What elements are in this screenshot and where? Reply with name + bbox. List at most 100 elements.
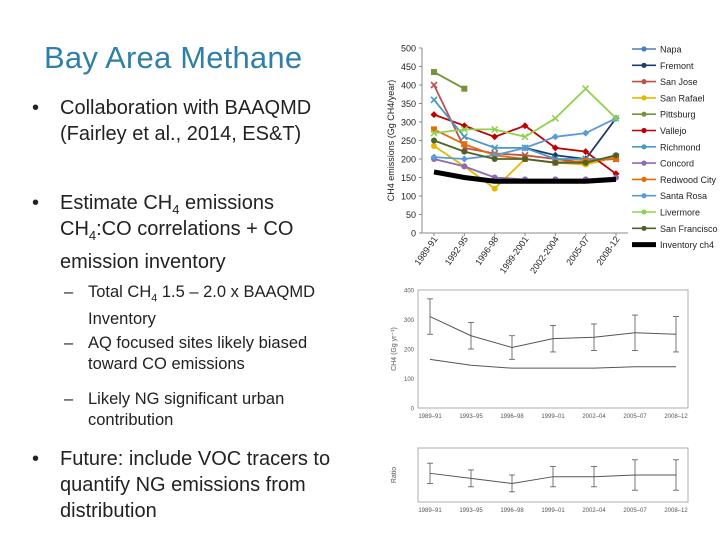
legend-marker	[641, 209, 647, 215]
data-point	[491, 185, 498, 192]
series-inventory-ch4	[433, 169, 617, 184]
x-tick-label: 1993–95	[459, 414, 483, 420]
legend-marker	[641, 62, 647, 68]
methane-emissions-line-chart: 0 50 100 150 200 250 300 350 400 450 500 CH4 emissi…	[386, 44, 718, 276]
x-tick-label: 1999–01	[541, 508, 565, 514]
x-tick-label: 1999-2001	[498, 234, 531, 275]
data-point	[551, 114, 559, 122]
data-point	[491, 133, 499, 141]
bullet-dot-icon: •	[32, 192, 40, 214]
chart-series	[430, 69, 620, 192]
x-tick-label: 2005-07	[564, 234, 591, 267]
series-pittsburg	[431, 69, 468, 92]
series-fremont	[521, 114, 620, 163]
legend-label: Concord	[660, 159, 694, 169]
data-point	[430, 96, 438, 104]
data-point	[552, 159, 559, 166]
x-tick-label: 2005–07	[623, 414, 647, 420]
ratio-chart: Ratio 1989–91 1993–95 1996–98 1999–01 2002–04…	[391, 447, 689, 514]
legend-marker	[641, 193, 647, 199]
legend-marker	[641, 225, 647, 231]
series-line	[433, 87, 617, 138]
series-0	[427, 298, 679, 360]
legend-marker	[641, 46, 647, 52]
data-point	[613, 156, 619, 162]
data-point	[461, 163, 468, 170]
x-tick-label: 1996–98	[500, 508, 524, 514]
legend-entry: San Jose	[632, 77, 698, 87]
legend-entry: San Francisco	[632, 224, 718, 234]
dash-icon: –	[64, 390, 74, 408]
subbullet-total: – Total CH4 1.5 – 2.0 x BAAQMD Inventory	[64, 282, 364, 328]
series-line	[433, 71, 465, 90]
y-tick-label: 350	[401, 99, 416, 109]
legend-entry: Napa	[632, 45, 682, 55]
legend-entry: Inventory ch4	[632, 240, 714, 250]
data-point	[582, 129, 590, 137]
y-axis-label: CH4 (Gg yr⁻¹)	[391, 327, 398, 371]
data-point	[582, 148, 590, 156]
subbullet-text: Likely NG significant urban contribution	[88, 390, 285, 429]
data-point	[551, 133, 559, 141]
plot-frame	[417, 289, 689, 409]
data-point	[460, 155, 468, 163]
chart-axes: 0 100 200 300 400 CH4 (Gg yr⁻¹) 1989–91 1993–95…	[391, 289, 689, 420]
x-tick-label: 2008-12	[595, 234, 622, 267]
legend-entry: Concord	[632, 159, 694, 169]
x-tick-label: 1989–91	[418, 414, 442, 420]
legend-marker	[641, 95, 647, 101]
legend-label: Redwood City	[660, 175, 717, 185]
legend-label: Vallejo	[660, 126, 686, 136]
data-point	[582, 85, 590, 93]
bullet-text: Future: include VOC tracers to quantify …	[60, 448, 331, 522]
x-tick-label: 1989–91	[418, 508, 442, 514]
legend-marker	[641, 176, 647, 182]
y-tick-label: 100	[401, 192, 416, 202]
data-point	[431, 143, 437, 150]
subbullet-text: Total CH4 1.5 – 2.0 x BAAQMD Inventory	[88, 283, 315, 329]
chart-series	[427, 298, 679, 369]
x-tick-label: 1989-91	[413, 234, 440, 267]
bullet-estimate: • Estimate CH4 emissions	[32, 190, 362, 217]
legend-entry: Richmond	[632, 142, 701, 152]
chart-series	[427, 459, 679, 493]
data-point	[491, 144, 499, 152]
data-point	[522, 156, 528, 162]
x-tick-label: 1996–98	[500, 414, 524, 420]
series-vallejo	[430, 111, 620, 178]
data-point	[431, 126, 437, 133]
bullet-correlations: CH4:CO correlations + CO emission invent…	[32, 216, 362, 276]
legend-entry: Vallejo	[632, 126, 686, 136]
data-point	[491, 125, 499, 133]
legend-entry: Redwood City	[632, 175, 717, 185]
data-point	[430, 111, 438, 119]
data-point	[431, 69, 437, 76]
bullet-dot-icon: •	[32, 448, 40, 470]
data-point	[582, 159, 589, 166]
bullet-text: CH4:CO correlations + CO emission invent…	[60, 218, 294, 273]
y-tick-label: 300	[404, 318, 415, 324]
series-0	[427, 459, 679, 493]
legend-marker	[641, 127, 647, 134]
x-tick-label: 1992-95	[443, 234, 470, 267]
subbullet-text: AQ focused sites likely biased toward CO…	[88, 334, 308, 373]
data-point	[461, 85, 468, 92]
series-1	[429, 358, 676, 369]
legend-marker	[641, 79, 647, 85]
legend-label: Richmond	[660, 142, 701, 152]
legend-entry: Santa Rosa	[632, 191, 707, 201]
x-tick-label: 2002–04	[582, 414, 606, 420]
legend-label: Santa Rosa	[660, 191, 707, 201]
bullet-text: Estimate CH4 emissions	[60, 192, 274, 217]
legend-label: San Rafael	[660, 93, 705, 103]
x-tick-label: 2008–12	[664, 414, 688, 420]
data-point	[521, 144, 529, 152]
x-tick-label: 2002-2004	[528, 234, 561, 275]
series-san-francisco	[431, 137, 619, 166]
bullet-collaboration: • Collaboration with BAAQMD (Fairley et …	[32, 95, 362, 175]
subbullet-aq-sites: – AQ focused sites likely biased toward …	[64, 333, 364, 377]
legend-entry: San Rafael	[632, 93, 705, 103]
legend-label: San Francisco	[660, 224, 718, 234]
chart-legend: Napa Fremont San Jose San Rafael Pittsburg Va…	[632, 45, 718, 250]
bullet-future: • Future: include VOC tracers to quantif…	[32, 446, 362, 530]
